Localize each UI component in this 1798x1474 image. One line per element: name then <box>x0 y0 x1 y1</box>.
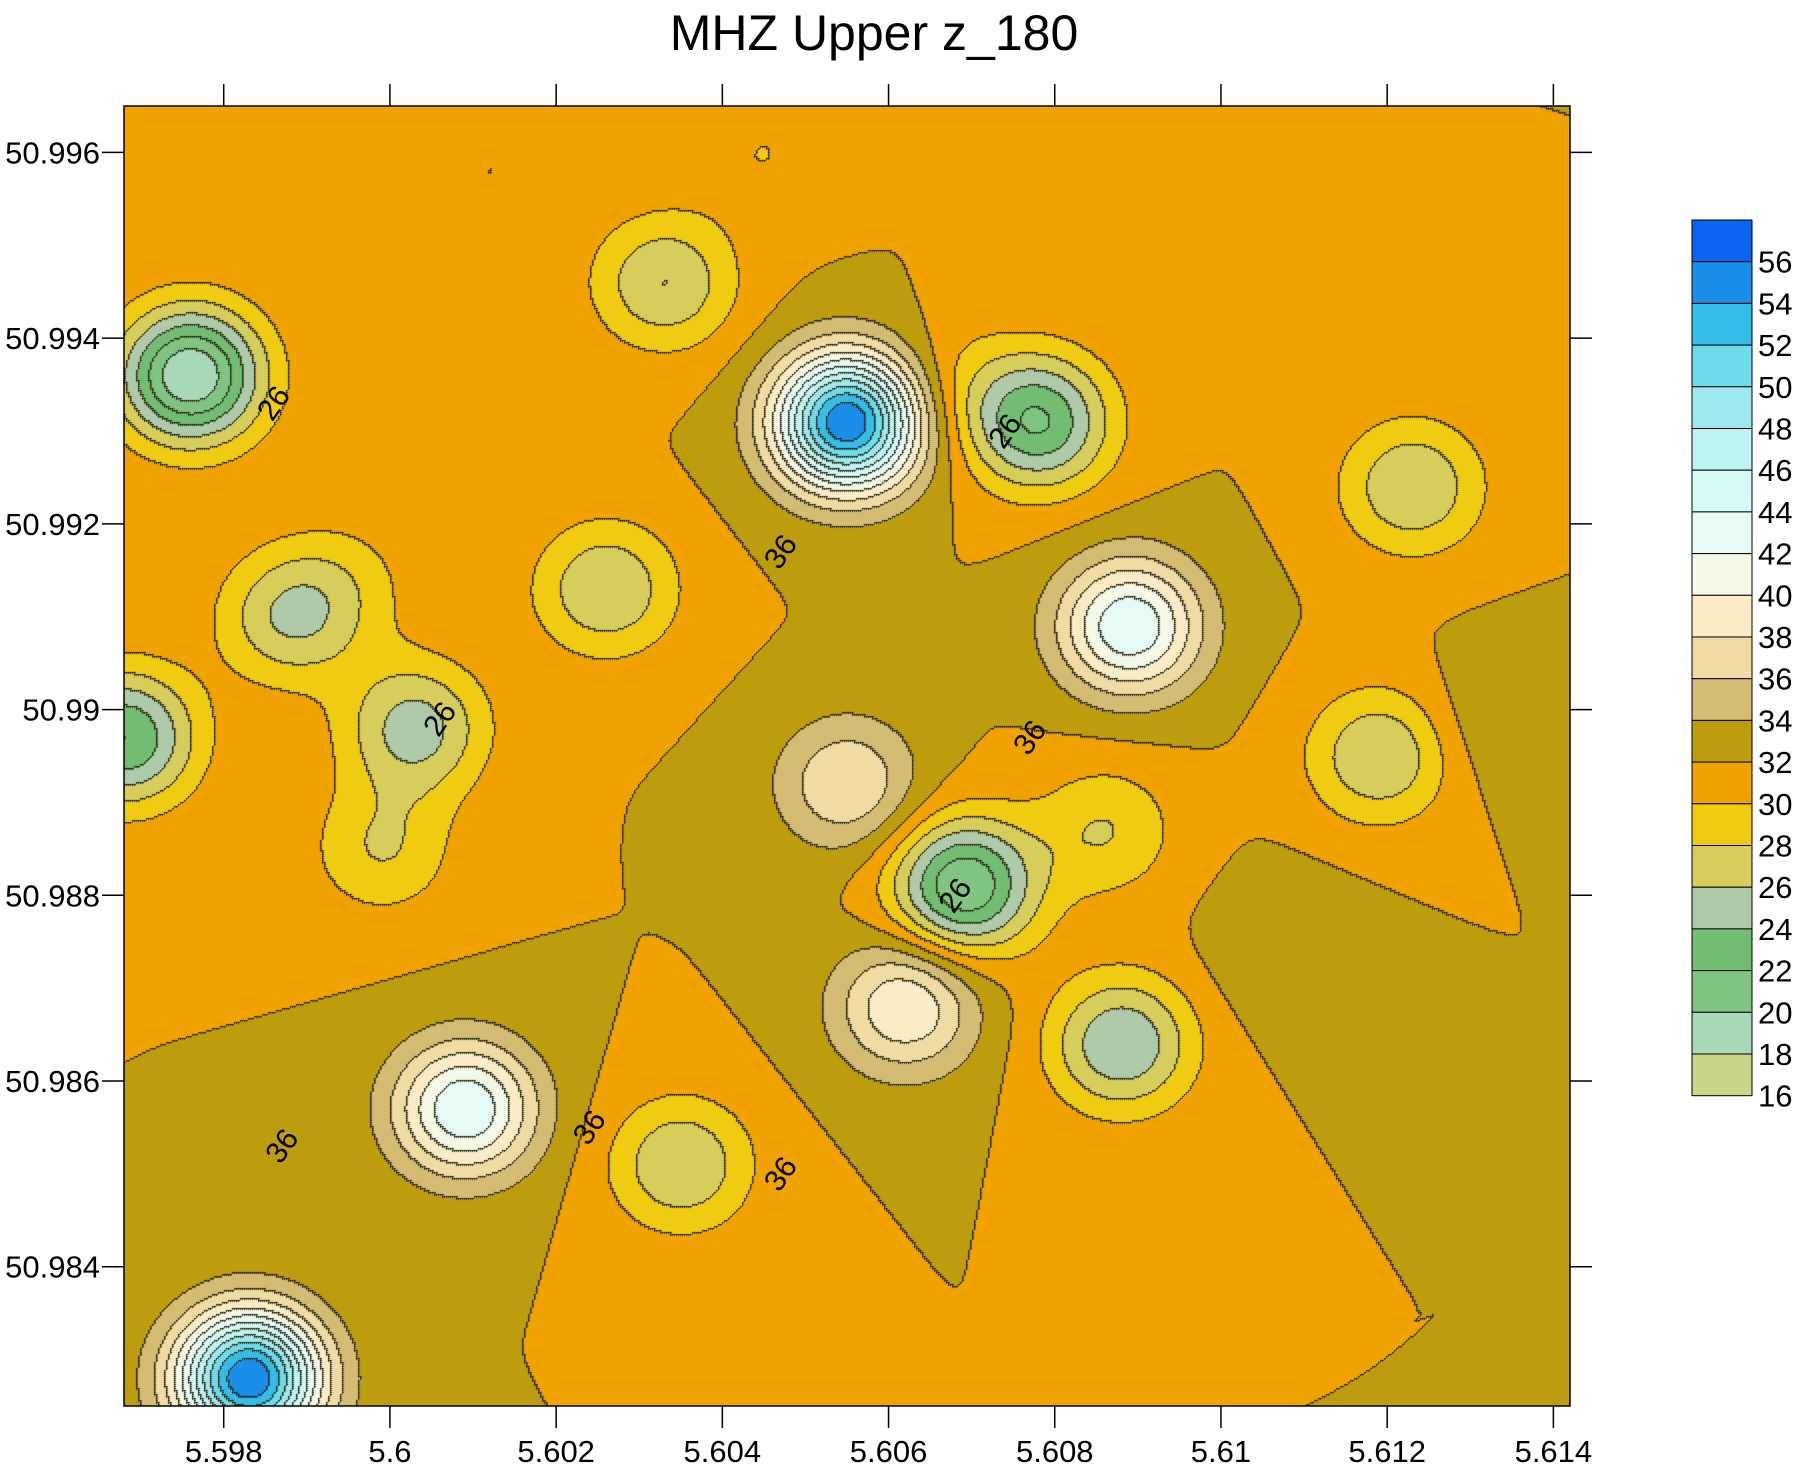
colorbar-label: 40 <box>1758 578 1792 613</box>
colorbar-label: 50 <box>1758 370 1792 405</box>
colorbar-label: 22 <box>1758 954 1792 989</box>
colorbar-swatch <box>1691 970 1753 1013</box>
colorbar-label: 30 <box>1758 787 1792 822</box>
x-tick-label: 5.604 <box>684 1434 762 1469</box>
colorbar-swatch <box>1691 678 1753 721</box>
contour-fill <box>124 106 1570 1406</box>
x-tick-label: 5.61 <box>1191 1434 1251 1469</box>
colorbar-swatch <box>1691 469 1753 513</box>
chart-title: MHZ Upper z_180 <box>670 5 1079 61</box>
colorbar-swatch <box>1691 845 1753 888</box>
y-tick-label: 50.99 <box>22 693 100 728</box>
y-tick-label: 50.988 <box>5 878 100 913</box>
colorbar-label: 36 <box>1758 662 1792 697</box>
colorbar-label: 46 <box>1758 453 1792 488</box>
x-tick-label: 5.6 <box>368 1434 411 1469</box>
axes: 5.598 5.6 5.602 5.604 5.606 5.608 5.61 5.612 5.6… <box>5 84 1592 1469</box>
colorbar-swatch <box>1691 386 1753 429</box>
y-tick-label: 50.994 <box>5 321 100 356</box>
y-tick-label: 50.992 <box>5 507 100 542</box>
colorbar-label: 32 <box>1758 745 1792 780</box>
colorbar-label: 18 <box>1758 1037 1792 1072</box>
colorbar-swatch <box>1691 428 1753 471</box>
colorbar-label: 44 <box>1758 495 1792 530</box>
colorbar-swatch <box>1691 761 1753 805</box>
colorbar-swatch <box>1691 553 1753 596</box>
colorbar-swatch <box>1691 594 1753 638</box>
colorbar-swatch <box>1691 886 1753 930</box>
colorbar: 56 54 52 50 48 46 44 42 40 38 36 34 32 30 28 26 24 22 20 18… <box>1691 219 1792 1114</box>
colorbar-label: 28 <box>1758 829 1792 864</box>
contour-plot-area <box>124 106 1570 1406</box>
colorbar-label: 42 <box>1758 537 1792 572</box>
colorbar-label: 34 <box>1758 703 1792 738</box>
colorbar-swatch <box>1691 261 1753 304</box>
colorbar-label: 26 <box>1758 870 1792 905</box>
x-tick-label: 5.606 <box>850 1434 928 1469</box>
y-tick-label: 50.996 <box>5 135 100 170</box>
colorbar-label: 54 <box>1758 286 1792 321</box>
colorbar-swatch <box>1691 302 1753 346</box>
colorbar-swatch <box>1691 636 1753 680</box>
colorbar-swatch <box>1691 1053 1753 1097</box>
x-tick-label: 5.598 <box>185 1434 263 1469</box>
x-tick-label: 5.608 <box>1016 1434 1094 1469</box>
colorbar-swatch <box>1691 1011 1753 1055</box>
colorbar-swatch <box>1691 511 1753 555</box>
colorbar-swatch <box>1691 803 1753 846</box>
colorbar-swatch <box>1691 344 1753 388</box>
colorbar-label: 20 <box>1758 995 1792 1030</box>
colorbar-label: 16 <box>1758 1079 1792 1114</box>
colorbar-swatch <box>1691 219 1753 263</box>
colorbar-label: 24 <box>1758 912 1792 947</box>
plot-frame <box>123 105 1571 1407</box>
x-tick-label: 5.612 <box>1348 1434 1426 1469</box>
x-tick-label: 5.602 <box>517 1434 595 1469</box>
y-tick-label: 50.986 <box>5 1064 100 1099</box>
colorbar-label: 38 <box>1758 620 1792 655</box>
y-tick-label: 50.984 <box>5 1250 100 1285</box>
colorbar-swatch <box>1691 719 1753 763</box>
colorbar-label: 56 <box>1758 245 1792 280</box>
colorbar-label: 48 <box>1758 412 1792 447</box>
colorbar-label: 52 <box>1758 328 1792 363</box>
colorbar-swatch <box>1691 928 1753 972</box>
x-tick-label: 5.614 <box>1515 1434 1593 1469</box>
